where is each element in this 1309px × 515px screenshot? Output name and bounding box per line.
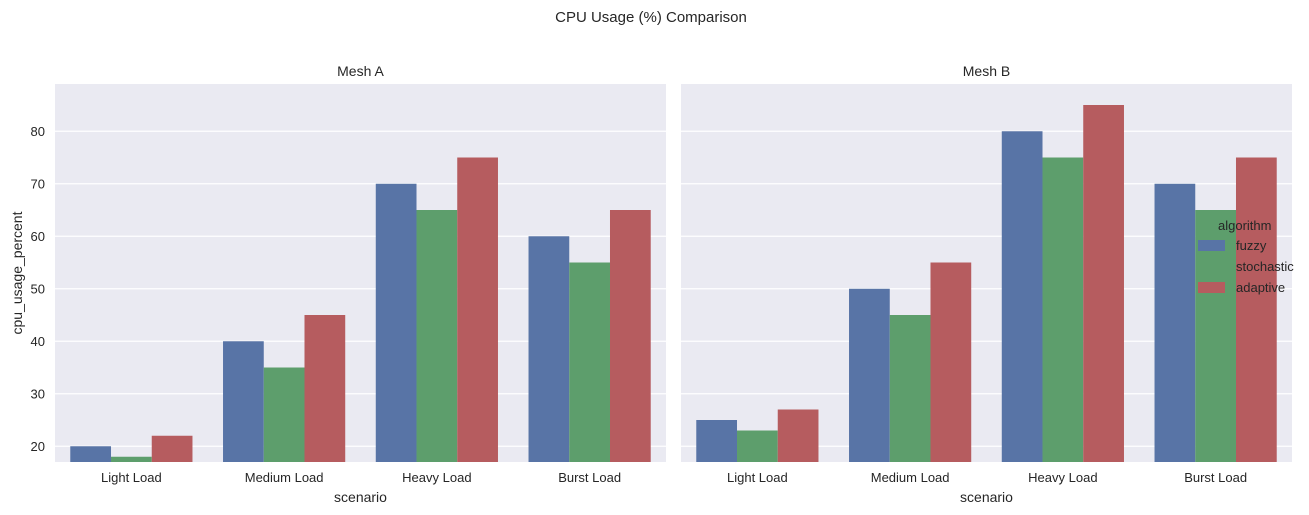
y-tick-label: 70 xyxy=(31,176,45,191)
y-tick-label: 80 xyxy=(31,124,45,139)
bar-fuzzy xyxy=(223,341,264,462)
y-tick-label: 60 xyxy=(31,229,45,244)
x-tick-label: Burst Load xyxy=(558,470,621,485)
x-tick-label: Light Load xyxy=(727,470,788,485)
bar-fuzzy xyxy=(528,236,570,462)
facet-mesh-a: 20 30 40 50 60 70 80 Mesh A Light Load Medium Loa… xyxy=(31,63,666,505)
bar-adaptive xyxy=(151,435,193,462)
facet-title: Mesh B xyxy=(963,63,1010,79)
x-tick-label: Heavy Load xyxy=(402,470,471,485)
bar-fuzzy xyxy=(70,446,112,462)
legend: algorithm fuzzy stochastic adaptive xyxy=(1198,218,1294,295)
y-tick-label: 40 xyxy=(31,334,45,349)
bar-fuzzy xyxy=(375,183,417,462)
x-tick-label: Heavy Load xyxy=(1028,470,1097,485)
bar-fuzzy xyxy=(849,288,890,462)
y-tick-label: 30 xyxy=(31,386,45,401)
facet-mesh-b: Mesh B Light Load Medium Load Heavy Load Bur… xyxy=(681,63,1292,505)
bar-stochastic xyxy=(1042,157,1084,462)
bar-adaptive xyxy=(304,315,346,462)
x-tick-label: Burst Load xyxy=(1184,470,1247,485)
legend-swatch-stochastic xyxy=(1198,261,1225,272)
bar-stochastic xyxy=(889,315,931,462)
bar-stochastic xyxy=(111,456,152,462)
bar-adaptive xyxy=(777,409,819,462)
bar-stochastic xyxy=(569,262,610,462)
legend-title: algorithm xyxy=(1218,218,1271,233)
bar-adaptive xyxy=(1235,157,1277,462)
legend-label-stochastic: stochastic xyxy=(1236,259,1294,274)
x-tick-label: Medium Load xyxy=(245,470,324,485)
bar-adaptive xyxy=(609,210,651,462)
legend-label-adaptive: adaptive xyxy=(1236,280,1285,295)
bar-fuzzy xyxy=(696,420,738,462)
bar-adaptive xyxy=(1083,105,1124,462)
bar-adaptive xyxy=(930,262,972,462)
bar-adaptive xyxy=(457,157,498,462)
bar-stochastic xyxy=(263,367,305,462)
y-tick-label: 50 xyxy=(31,281,45,296)
x-axis-label: scenario xyxy=(334,489,387,505)
x-axis-label: scenario xyxy=(960,489,1013,505)
legend-label-fuzzy: fuzzy xyxy=(1236,238,1267,253)
bar-stochastic xyxy=(737,430,778,462)
x-tick-label: Medium Load xyxy=(871,470,950,485)
bar-fuzzy xyxy=(1001,131,1043,462)
legend-swatch-adaptive xyxy=(1198,282,1225,293)
chart-title: CPU Usage (%) Comparison xyxy=(555,9,747,26)
bar-stochastic xyxy=(1195,210,1236,462)
y-axis-label: cpu_usage_percent xyxy=(9,211,25,334)
bar-fuzzy xyxy=(1154,183,1196,462)
bar-stochastic xyxy=(416,210,458,462)
x-tick-label: Light Load xyxy=(101,470,162,485)
y-tick-label: 20 xyxy=(31,439,45,454)
facet-title: Mesh A xyxy=(337,63,384,79)
legend-swatch-fuzzy xyxy=(1198,240,1225,251)
